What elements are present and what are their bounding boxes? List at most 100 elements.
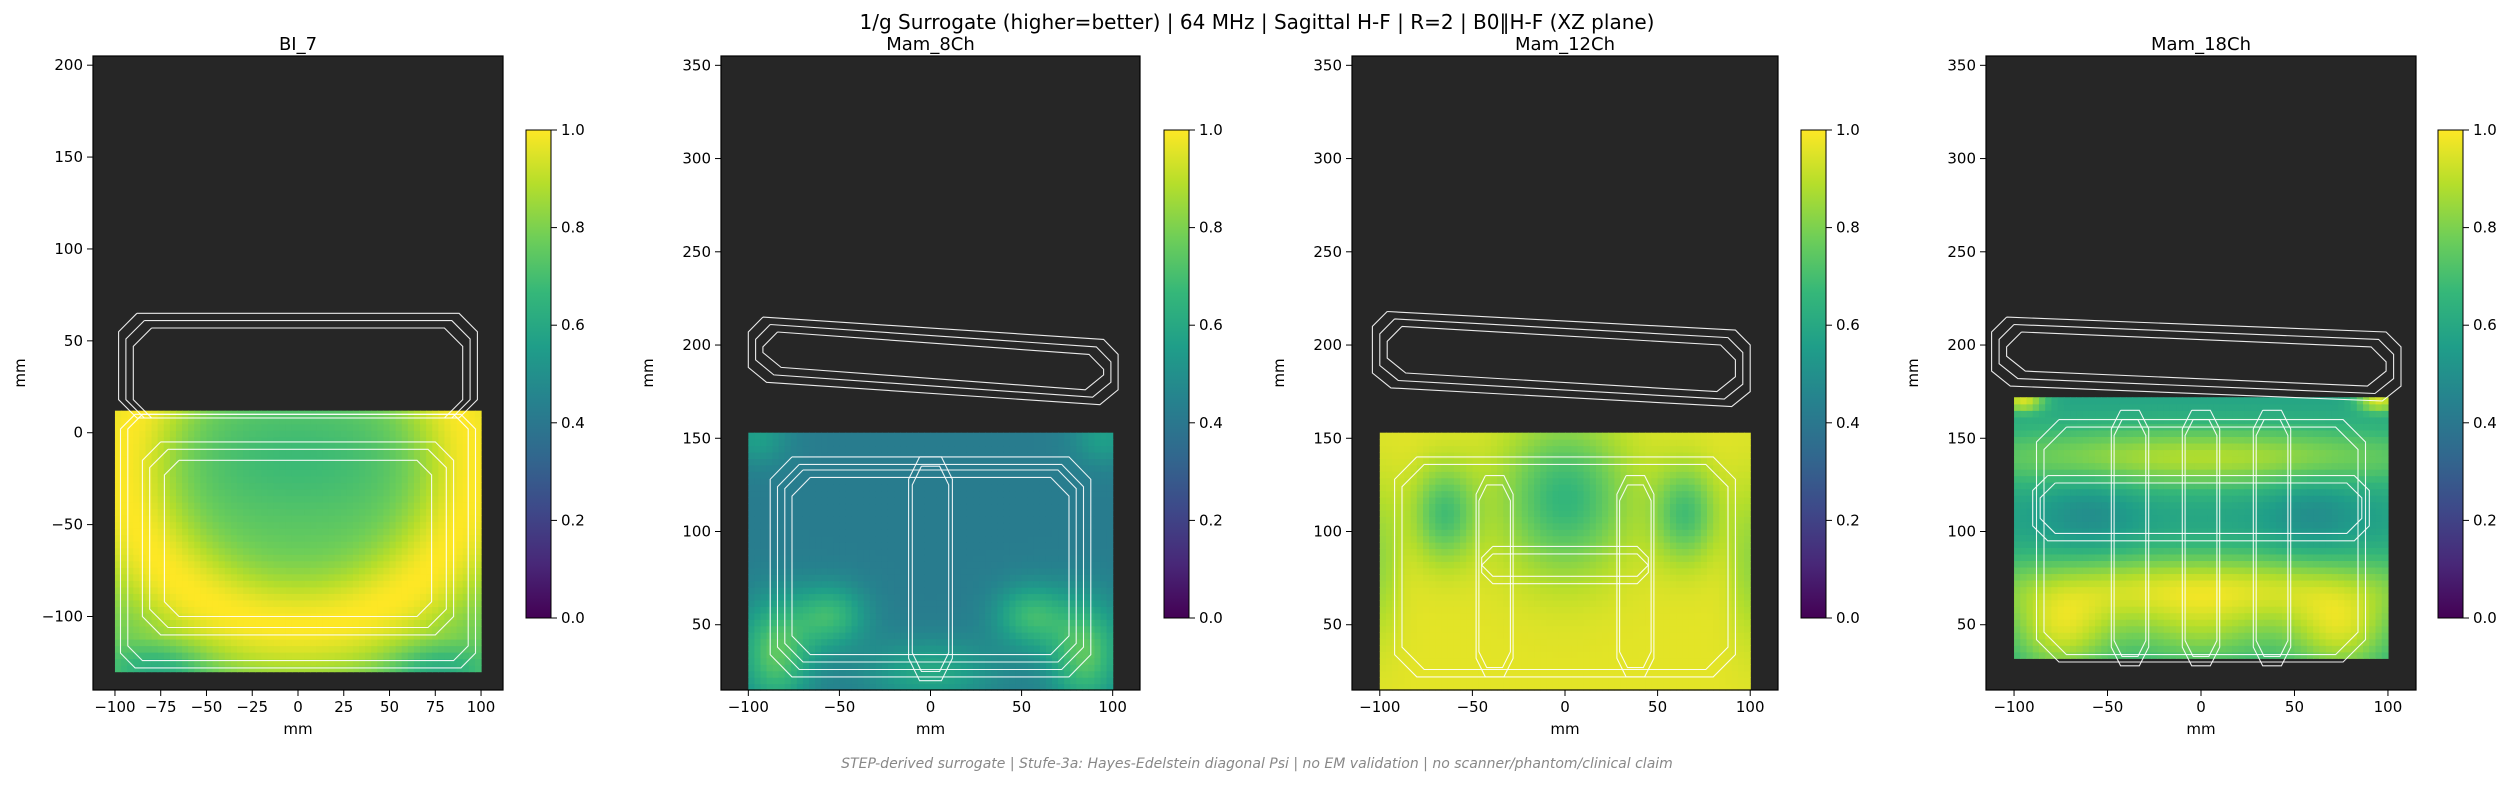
heatmap-cell — [809, 542, 816, 549]
heatmap-cell — [1107, 561, 1114, 568]
heatmap-cell — [803, 446, 810, 453]
heatmap-cell — [845, 497, 852, 504]
heatmap-cell — [304, 606, 311, 613]
heatmap-cell — [1034, 626, 1041, 633]
heatmap-cell — [249, 482, 256, 489]
heatmap-cell — [237, 659, 244, 666]
heatmap-cell — [961, 446, 968, 453]
heatmap-cell — [133, 489, 140, 496]
heatmap-cell — [1088, 561, 1095, 568]
heatmap-cell — [1094, 671, 1101, 678]
subplot-mam-12ch: −100 −50 0 50 10050100150200250300350Mam_12C… — [1270, 34, 1860, 738]
heatmap-cell — [249, 561, 256, 568]
heatmap-cell — [194, 509, 201, 516]
heatmap-cell — [152, 567, 159, 574]
heatmap-cell — [991, 639, 998, 646]
heatmap-cell — [931, 446, 938, 453]
heatmap-cell — [955, 594, 962, 601]
heatmap-cell — [997, 503, 1004, 510]
heatmap-cell — [827, 619, 834, 626]
heatmap-cell — [1003, 503, 1010, 510]
heatmap-cell — [1088, 465, 1095, 472]
heatmap-cell — [188, 554, 195, 561]
heatmap-cell — [827, 587, 834, 594]
heatmap-cell — [973, 587, 980, 594]
heatmap-cell — [158, 476, 165, 483]
heatmap-cell — [1034, 639, 1041, 646]
heatmap-cell — [274, 619, 281, 626]
heatmap-cell — [152, 639, 159, 646]
heatmap-cell — [121, 528, 128, 535]
heatmap-cell — [139, 626, 146, 633]
heatmap-cell — [249, 593, 256, 600]
heatmap-cell — [170, 561, 177, 568]
heatmap-cell — [316, 528, 323, 535]
heatmap-cell — [985, 452, 992, 459]
heatmap-cell — [249, 522, 256, 529]
heatmap-cell — [1101, 452, 1108, 459]
heatmap-cell — [779, 446, 786, 453]
heatmap-cell — [1034, 484, 1041, 491]
heatmap-cell — [390, 502, 397, 509]
heatmap-cell — [931, 626, 938, 633]
heatmap-cell — [985, 542, 992, 549]
heatmap-cell — [1088, 536, 1095, 543]
heatmap-cell — [979, 677, 986, 684]
heatmap-cell — [773, 664, 780, 671]
heatmap-cell — [839, 548, 846, 555]
heatmap-cell — [864, 536, 871, 543]
heatmap-cell — [243, 646, 250, 653]
heatmap-cell — [1101, 639, 1108, 646]
heatmap-cell — [900, 568, 907, 575]
heatmap-cell — [451, 443, 458, 450]
heatmap-cell — [1028, 542, 1035, 549]
heatmap-cell — [1064, 433, 1071, 440]
heatmap-cell — [280, 619, 287, 626]
heatmap-cell — [182, 437, 189, 444]
heatmap-cell — [882, 664, 889, 671]
heatmap-cell — [237, 502, 244, 509]
y-tick-label: 150 — [54, 148, 83, 166]
heatmap-cell — [1088, 439, 1095, 446]
heatmap-cell — [194, 659, 201, 666]
heatmap-cell — [414, 502, 421, 509]
heatmap-cell — [1386, 619, 1393, 626]
heatmap-cell — [997, 626, 1004, 633]
heatmap-cell — [809, 446, 816, 453]
heatmap-cell — [280, 541, 287, 548]
heatmap-cell — [888, 677, 895, 684]
heatmap-cell — [390, 509, 397, 516]
heatmap-cell — [1107, 439, 1114, 446]
heatmap-cell — [286, 515, 293, 522]
heatmap-cell — [182, 561, 189, 568]
heatmap-cell — [991, 555, 998, 562]
heatmap-cell — [145, 476, 152, 483]
heatmap-cell — [900, 587, 907, 594]
heatmap-cell — [377, 619, 384, 626]
heatmap-cell — [261, 535, 268, 542]
heatmap-cell — [310, 528, 317, 535]
heatmap-cell — [121, 606, 128, 613]
heatmap-cell — [249, 574, 256, 581]
heatmap-cell — [322, 489, 329, 496]
heatmap-cell — [997, 548, 1004, 555]
heatmap-cell — [858, 484, 865, 491]
heatmap-cell — [809, 658, 816, 665]
heatmap-cell — [194, 424, 201, 431]
heatmap-cell — [924, 632, 931, 639]
heatmap-cell — [255, 502, 262, 509]
heatmap-cell — [912, 619, 919, 626]
heatmap-cell — [967, 516, 974, 523]
heatmap-cell — [298, 659, 305, 666]
heatmap-cell — [396, 430, 403, 437]
heatmap-cell — [937, 639, 944, 646]
heatmap-cell — [918, 542, 925, 549]
heatmap-cell — [937, 619, 944, 626]
heatmap-cell — [1034, 645, 1041, 652]
heatmap-cell — [967, 465, 974, 472]
heatmap-cell — [1016, 542, 1023, 549]
heatmap-cell — [791, 465, 798, 472]
heatmap-cell — [1034, 600, 1041, 607]
heatmap-cell — [286, 561, 293, 568]
heatmap-cell — [931, 548, 938, 555]
